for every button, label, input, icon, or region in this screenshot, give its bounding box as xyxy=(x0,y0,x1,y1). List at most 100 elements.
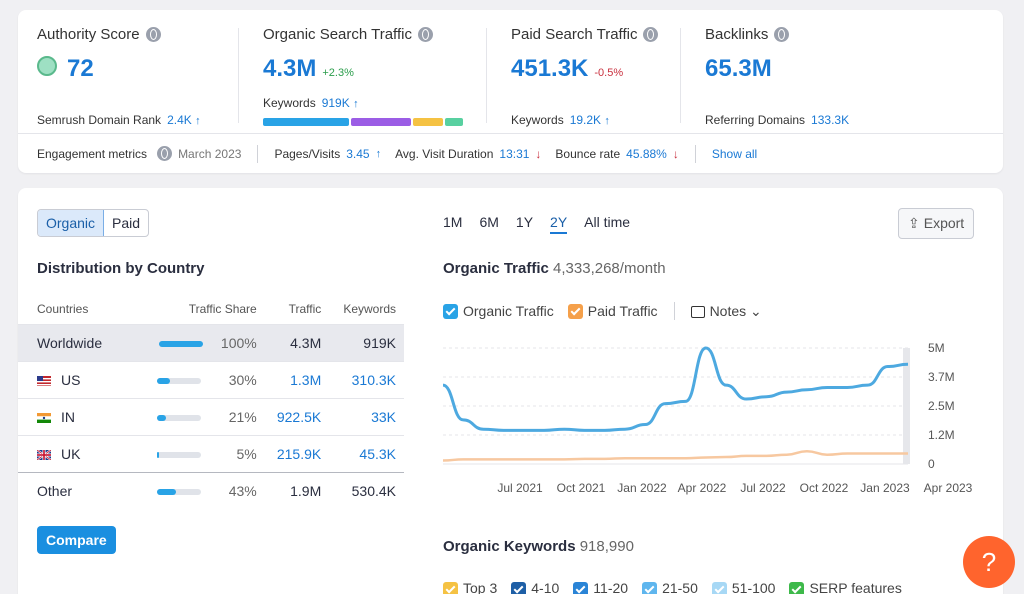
kw-bar-segment xyxy=(263,118,349,126)
y-tick-label: 1.2M xyxy=(928,428,955,442)
legend-top3[interactable]: Top 3 xyxy=(443,580,497,594)
paid-keywords-value[interactable]: 19.2K xyxy=(569,113,602,127)
legend-paid[interactable]: Paid Traffic xyxy=(567,303,658,320)
compare-button[interactable]: Compare xyxy=(37,526,116,554)
show-all-link[interactable]: Show all xyxy=(711,146,758,161)
export-icon: ⇪ xyxy=(908,215,920,231)
legend-51-100[interactable]: 51-100 xyxy=(711,580,776,594)
checkbox-icon xyxy=(642,581,658,594)
domain-rank-value[interactable]: 2.4K xyxy=(167,113,192,127)
help-button[interactable]: ? xyxy=(963,536,1015,588)
series-line[interactable] xyxy=(442,346,909,432)
kw-bar-segment xyxy=(413,118,443,126)
traffic-line-chart[interactable]: 5M 3.7M 2.5M 1.2M 0 Jul 2021 Oct 2021 Jan 2022 A… xyxy=(438,336,983,501)
col-traffic[interactable]: Traffic xyxy=(288,301,322,316)
period-2y[interactable]: 2Y xyxy=(550,214,568,234)
period-1y[interactable]: 1Y xyxy=(515,214,534,230)
divider xyxy=(486,28,487,123)
share-value: 5% xyxy=(236,445,257,462)
legend-4-10[interactable]: 4-10 xyxy=(511,580,559,594)
y-tick-label: 5M xyxy=(928,341,945,355)
keywords-title: Organic Keywords xyxy=(443,538,576,555)
organic-keywords-label: Keywords xyxy=(263,96,316,110)
export-button[interactable]: ⇪ Export xyxy=(898,208,975,239)
arrow-down-icon: ↓ xyxy=(535,146,542,161)
series-line[interactable] xyxy=(442,449,908,462)
traffic-chart-heading: Organic Traffic 4,333,268/month xyxy=(443,260,666,277)
col-countries[interactable]: Countries xyxy=(37,301,89,316)
keywords-value[interactable]: 33K xyxy=(329,397,404,435)
paid-traffic-value[interactable]: 451.3K xyxy=(511,55,589,82)
kw-bar-segment xyxy=(445,118,463,126)
country-name: Other xyxy=(18,471,132,509)
y-tick-label: 0 xyxy=(928,457,935,471)
domain-rank-row: Semrush Domain Rank 2.4K ↑ xyxy=(37,113,201,127)
legend-label: 51-100 xyxy=(731,580,776,594)
keywords-count: 918,990 xyxy=(579,538,634,555)
x-tick-label: Oct 2022 xyxy=(800,481,849,495)
share-value: 30% xyxy=(228,371,257,388)
globe-icon[interactable] xyxy=(417,27,433,42)
share-bar-fill xyxy=(156,414,166,421)
us-flag-icon xyxy=(37,375,51,386)
legend-organic[interactable]: Organic Traffic xyxy=(443,303,554,320)
legend-11-20[interactable]: 11-20 xyxy=(573,580,628,594)
checkbox-icon xyxy=(573,581,589,594)
keywords-value: 919K xyxy=(329,323,404,361)
x-tick-label: Oct 2021 xyxy=(557,481,606,495)
notes-dropdown[interactable]: Notes ⌄ xyxy=(690,302,762,320)
share-value: 21% xyxy=(228,408,257,425)
organic-paid-toggle: Organic Paid xyxy=(37,209,150,237)
engagement-label: Engagement metrics xyxy=(37,146,148,161)
table-row[interactable]: UK 5% 215.9K 45.3K xyxy=(18,434,404,472)
col-keywords[interactable]: Keywords xyxy=(343,301,396,316)
traffic-value: 1.9M xyxy=(264,471,330,509)
period-1m[interactable]: 1M xyxy=(443,214,463,230)
visit-duration-value: 13:31 xyxy=(499,146,530,161)
table-row[interactable]: IN 21% 922.5K 33K xyxy=(18,397,404,435)
export-label: Export xyxy=(923,215,965,231)
globe-icon[interactable] xyxy=(157,146,173,161)
country-name: Worldwide xyxy=(18,323,132,361)
organic-traffic-value[interactable]: 4.3M xyxy=(263,55,317,82)
organic-traffic-metric: Organic Search Traffic 4.3M +2.3% Keyword… xyxy=(263,26,473,126)
paid-traffic-delta: -0.5% xyxy=(594,67,624,79)
checkbox-icon xyxy=(789,581,805,594)
arrow-up-icon: ↑ xyxy=(195,115,201,127)
organic-keywords-value[interactable]: 919K xyxy=(321,96,350,110)
table-row[interactable]: US 30% 1.3M 310.3K xyxy=(18,360,404,398)
traffic-share-cell: 21% xyxy=(131,397,265,435)
globe-icon[interactable] xyxy=(774,27,790,42)
col-traffic-share[interactable]: Traffic Share xyxy=(188,301,257,316)
globe-icon[interactable] xyxy=(643,27,659,42)
legend-serp-features[interactable]: SERP features xyxy=(789,580,902,594)
traffic-value[interactable]: 922.5K xyxy=(264,397,330,435)
period-all-time[interactable]: All time xyxy=(584,214,631,230)
divider xyxy=(694,144,696,163)
backlinks-value[interactable]: 65.3M xyxy=(705,55,772,82)
traffic-overview-card: Organic Paid Distribution by Country Cou… xyxy=(18,188,1003,594)
authority-score-value[interactable]: 72 xyxy=(67,55,94,82)
paid-traffic-title: Paid Search Traffic xyxy=(511,26,638,43)
toggle-paid[interactable]: Paid xyxy=(112,215,141,231)
current-period-band xyxy=(903,348,910,464)
toggle-organic[interactable]: Organic xyxy=(38,210,105,236)
organic-traffic-delta: +2.3% xyxy=(322,67,354,79)
table-row[interactable]: Other 43% 1.9M 530.4K xyxy=(18,471,404,509)
keywords-value[interactable]: 45.3K xyxy=(329,434,404,472)
table-row[interactable]: Worldwide 100% 4.3M 919K xyxy=(18,323,404,361)
period-6m[interactable]: 6M xyxy=(479,214,499,230)
chevron-down-icon: ⌄ xyxy=(750,302,762,319)
arrow-up-icon: ↑ xyxy=(604,115,610,127)
checkbox-icon xyxy=(443,304,458,320)
referring-domains-value[interactable]: 133.3K xyxy=(811,113,850,127)
globe-icon[interactable] xyxy=(145,27,161,42)
share-value: 43% xyxy=(228,482,257,499)
keywords-value[interactable]: 310.3K xyxy=(329,360,404,398)
traffic-value[interactable]: 215.9K xyxy=(264,434,330,472)
checkbox-icon xyxy=(711,581,727,594)
engagement-date: March 2023 xyxy=(178,146,242,161)
bounce-rate-value: 45.88% xyxy=(626,146,667,161)
legend-21-50[interactable]: 21-50 xyxy=(642,580,698,594)
traffic-value[interactable]: 1.3M xyxy=(264,360,330,398)
